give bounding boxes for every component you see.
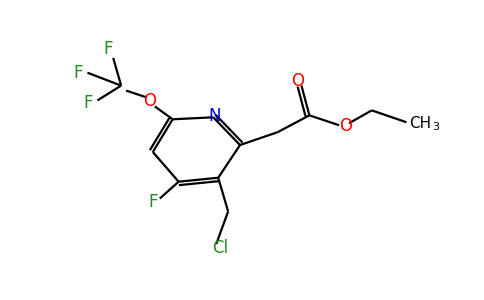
Text: O: O [143, 92, 156, 110]
Text: F: F [104, 40, 113, 58]
Text: 3: 3 [432, 122, 439, 132]
Text: O: O [291, 72, 304, 90]
Text: F: F [148, 193, 158, 211]
Text: O: O [340, 117, 352, 135]
Text: CH: CH [409, 116, 431, 131]
Text: Cl: Cl [212, 239, 228, 257]
Text: F: F [84, 94, 93, 112]
Text: F: F [74, 64, 83, 82]
Text: N: N [208, 107, 221, 125]
